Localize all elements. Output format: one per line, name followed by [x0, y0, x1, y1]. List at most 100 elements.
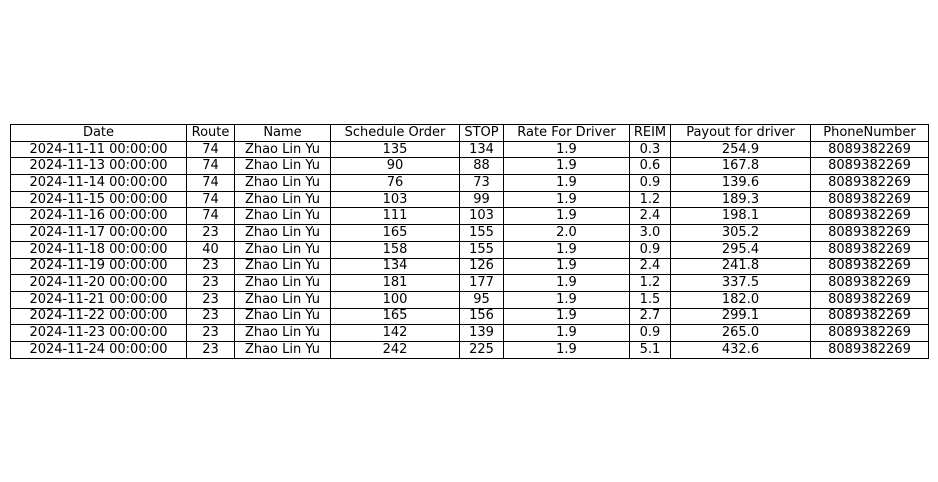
- table-cell-schedule-order: 90: [330, 157, 460, 176]
- header-cell-date: Date: [10, 124, 187, 142]
- header-row: Date Route Name Schedule Order STOP Rate…: [10, 124, 929, 142]
- table-cell-schedule-order: 134: [330, 257, 460, 276]
- table-cell-schedule-order: 242: [330, 340, 460, 359]
- table-cell-stop: 177: [459, 274, 504, 292]
- table-cell-name: Zhao Lin Yu: [234, 307, 331, 326]
- header-cell-phone-number: PhoneNumber: [810, 124, 929, 142]
- table-row: 2024-11-15 00:00:00 74 Zhao Lin Yu 103 99 1.9…: [10, 190, 929, 209]
- table-cell-date: 2024-11-21 00:00:00: [10, 290, 187, 309]
- table-cell-date: 2024-11-23 00:00:00: [10, 324, 187, 342]
- table-cell-route: 23: [186, 274, 235, 292]
- table-cell-payout-for-driver: 189.3: [670, 190, 811, 209]
- table-cell-name: Zhao Lin Yu: [234, 324, 331, 342]
- table-cell-schedule-order: 111: [330, 207, 460, 226]
- table-cell-payout-for-driver: 182.0: [670, 290, 811, 309]
- table-cell-phone-number: 8089382269: [810, 207, 929, 226]
- header-cell-reim: REIM: [629, 124, 671, 142]
- table-cell-route: 74: [186, 190, 235, 209]
- table-cell-name: Zhao Lin Yu: [234, 140, 331, 159]
- table-cell-schedule-order: 181: [330, 274, 460, 292]
- table-row: 2024-11-24 00:00:00 23 Zhao Lin Yu 242 225 1.…: [10, 340, 929, 359]
- table-cell-rate-for-driver: 1.9: [503, 174, 630, 192]
- table-cell-payout-for-driver: 305.2: [670, 224, 811, 242]
- table-cell-date: 2024-11-17 00:00:00: [10, 224, 187, 242]
- table-cell-schedule-order: 142: [330, 324, 460, 342]
- table-cell-date: 2024-11-22 00:00:00: [10, 307, 187, 326]
- table-row: 2024-11-14 00:00:00 74 Zhao Lin Yu 76 73 1.9 0…: [10, 174, 929, 192]
- table-cell-reim: 3.0: [629, 224, 671, 242]
- table-cell-name: Zhao Lin Yu: [234, 240, 331, 259]
- table-cell-payout-for-driver: 139.6: [670, 174, 811, 192]
- table-cell-date: 2024-11-14 00:00:00: [10, 174, 187, 192]
- table-cell-name: Zhao Lin Yu: [234, 157, 331, 176]
- table-cell-phone-number: 8089382269: [810, 224, 929, 242]
- table-cell-payout-for-driver: 265.0: [670, 324, 811, 342]
- table-row: 2024-11-21 00:00:00 23 Zhao Lin Yu 100 95 1.9…: [10, 290, 929, 309]
- table-cell-reim: 0.6: [629, 157, 671, 176]
- table-cell-payout-for-driver: 295.4: [670, 240, 811, 259]
- table-cell-reim: 0.9: [629, 324, 671, 342]
- table-cell-date: 2024-11-13 00:00:00: [10, 157, 187, 176]
- table-cell-name: Zhao Lin Yu: [234, 174, 331, 192]
- table-cell-rate-for-driver: 1.9: [503, 157, 630, 176]
- table-cell-date: 2024-11-11 00:00:00: [10, 140, 187, 159]
- table-cell-stop: 225: [459, 340, 504, 359]
- table-cell-reim: 2.4: [629, 257, 671, 276]
- header-cell-stop: STOP: [459, 124, 504, 142]
- table-cell-payout-for-driver: 299.1: [670, 307, 811, 326]
- table-body: 2024-11-11 00:00:00 74 Zhao Lin Yu 135 134 1.…: [10, 140, 929, 359]
- table-cell-payout-for-driver: 254.9: [670, 140, 811, 159]
- table-row: 2024-11-13 00:00:00 74 Zhao Lin Yu 90 88 1.9 0…: [10, 157, 929, 176]
- table-cell-rate-for-driver: 1.9: [503, 290, 630, 309]
- table-cell-stop: 126: [459, 257, 504, 276]
- table-cell-rate-for-driver: 1.9: [503, 274, 630, 292]
- table-cell-schedule-order: 165: [330, 224, 460, 242]
- table-cell-rate-for-driver: 1.9: [503, 307, 630, 326]
- table-cell-stop: 134: [459, 140, 504, 159]
- table-cell-reim: 0.9: [629, 240, 671, 259]
- table-row: 2024-11-19 00:00:00 23 Zhao Lin Yu 134 126 1.…: [10, 257, 929, 276]
- table-row: 2024-11-20 00:00:00 23 Zhao Lin Yu 181 177 1.…: [10, 274, 929, 292]
- table-cell-stop: 88: [459, 157, 504, 176]
- table-cell-phone-number: 8089382269: [810, 140, 929, 159]
- data-table-container: Date Route Name Schedule Order STOP Rate…: [10, 124, 929, 359]
- table-cell-reim: 1.2: [629, 190, 671, 209]
- table-cell-payout-for-driver: 167.8: [670, 157, 811, 176]
- table-cell-name: Zhao Lin Yu: [234, 190, 331, 209]
- table-cell-phone-number: 8089382269: [810, 257, 929, 276]
- table-cell-phone-number: 8089382269: [810, 157, 929, 176]
- table-cell-rate-for-driver: 1.9: [503, 340, 630, 359]
- table-cell-schedule-order: 165: [330, 307, 460, 326]
- table-cell-stop: 95: [459, 290, 504, 309]
- table-cell-phone-number: 8089382269: [810, 307, 929, 326]
- table-cell-route: 40: [186, 240, 235, 259]
- table-cell-date: 2024-11-24 00:00:00: [10, 340, 187, 359]
- table-cell-stop: 139: [459, 324, 504, 342]
- table-cell-reim: 0.9: [629, 174, 671, 192]
- table-cell-reim: 1.2: [629, 274, 671, 292]
- table-cell-rate-for-driver: 1.9: [503, 324, 630, 342]
- header-cell-schedule-order: Schedule Order: [330, 124, 460, 142]
- table-cell-stop: 99: [459, 190, 504, 209]
- table-cell-rate-for-driver: 1.9: [503, 190, 630, 209]
- table-row: 2024-11-18 00:00:00 40 Zhao Lin Yu 158 155 1.…: [10, 240, 929, 259]
- table-cell-rate-for-driver: 1.9: [503, 140, 630, 159]
- table-row: 2024-11-22 00:00:00 23 Zhao Lin Yu 165 156 1.…: [10, 307, 929, 326]
- table-cell-rate-for-driver: 1.9: [503, 257, 630, 276]
- table-cell-phone-number: 8089382269: [810, 340, 929, 359]
- table-cell-reim: 1.5: [629, 290, 671, 309]
- table-cell-rate-for-driver: 1.9: [503, 207, 630, 226]
- table-cell-phone-number: 8089382269: [810, 324, 929, 342]
- table-cell-rate-for-driver: 1.9: [503, 240, 630, 259]
- table-cell-name: Zhao Lin Yu: [234, 257, 331, 276]
- table-cell-rate-for-driver: 2.0: [503, 224, 630, 242]
- table-cell-payout-for-driver: 432.6: [670, 340, 811, 359]
- table-cell-phone-number: 8089382269: [810, 274, 929, 292]
- table-cell-date: 2024-11-16 00:00:00: [10, 207, 187, 226]
- table-cell-name: Zhao Lin Yu: [234, 224, 331, 242]
- header-cell-rate-for-driver: Rate For Driver: [503, 124, 630, 142]
- table-cell-route: 74: [186, 140, 235, 159]
- table-cell-phone-number: 8089382269: [810, 174, 929, 192]
- table-cell-phone-number: 8089382269: [810, 240, 929, 259]
- table-cell-name: Zhao Lin Yu: [234, 207, 331, 226]
